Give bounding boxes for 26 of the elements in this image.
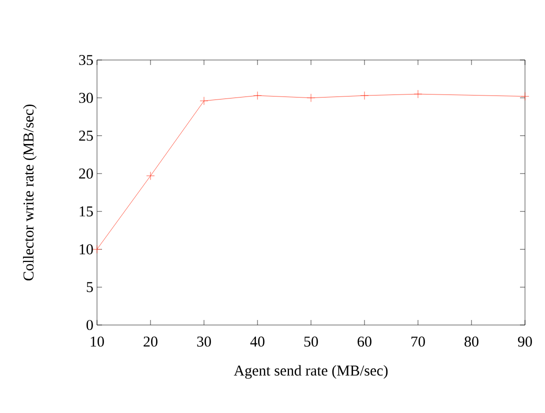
point: [253, 91, 262, 100]
x-tick-label: 70: [411, 336, 425, 347]
x-tick-label: 80: [464, 336, 478, 347]
point: [414, 90, 422, 98]
y-tick-label: 25: [79, 130, 93, 141]
point: [306, 94, 316, 102]
x-tick-label: 20: [144, 336, 158, 347]
y-tick-label: 30: [79, 92, 93, 103]
point: [146, 172, 155, 180]
x-tick-label: 90: [518, 336, 532, 347]
point: [92, 245, 102, 254]
x-tick-label: 30: [197, 336, 211, 347]
point: [520, 92, 530, 101]
y-axis-title: Collector write rate (MB/sec): [23, 104, 37, 280]
x-tick-label: 50: [304, 336, 318, 347]
point: [360, 91, 369, 100]
x-tick-label: 40: [250, 336, 264, 347]
point: [200, 96, 208, 106]
y-tick-label: 15: [80, 206, 93, 216]
y-tick-label: 10: [80, 244, 93, 254]
x-tick-label: 60: [358, 336, 372, 347]
x-axis-title: Agent send rate (MB/sec): [234, 365, 388, 379]
y-tick-label: 20: [79, 168, 93, 179]
y-tick-label: 0: [86, 320, 93, 330]
y-tick-label: 35: [79, 54, 93, 66]
y-tick-label: 5: [86, 282, 93, 292]
